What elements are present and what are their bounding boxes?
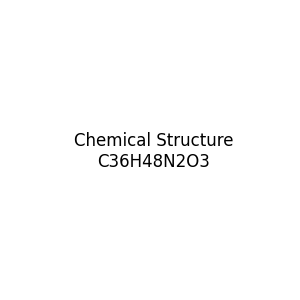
Text: Chemical Structure
C36H48N2O3: Chemical Structure C36H48N2O3 (74, 132, 233, 171)
